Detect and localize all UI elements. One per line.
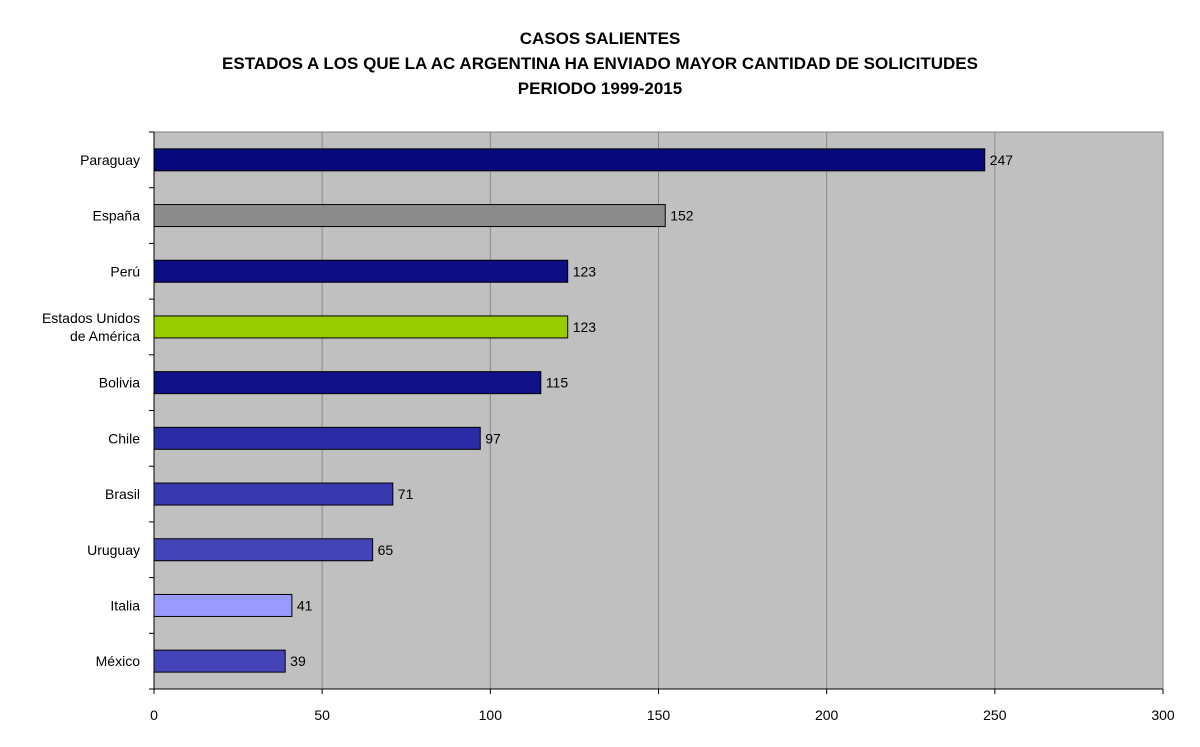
x-tick-label: 200 (815, 707, 839, 723)
data-label: 65 (378, 542, 394, 558)
category-label: Chile (108, 430, 140, 446)
bars (153, 148, 986, 673)
category-label-line: Estados Unidos (42, 310, 140, 326)
data-label: 152 (670, 208, 694, 224)
bar (153, 482, 394, 506)
category-label-line: Paraguay (80, 152, 140, 168)
bar (153, 315, 569, 339)
bar (153, 204, 666, 228)
x-tick-label: 50 (314, 707, 330, 723)
category-label: México (96, 653, 141, 669)
category-label-line: Bolivia (99, 375, 140, 391)
chart-subtitle: ESTADOS A LOS QUE LA AC ARGENTINA HA ENV… (222, 54, 978, 73)
bar (153, 649, 286, 673)
bar (153, 593, 293, 617)
data-label: 123 (573, 319, 597, 335)
category-label: Italia (110, 597, 140, 613)
bar (153, 148, 986, 172)
gridlines (321, 132, 996, 689)
data-label: 41 (297, 597, 313, 613)
category-label: Brasil (105, 486, 140, 502)
category-label-line: Perú (110, 263, 140, 279)
labels: 247 Paraguay 152 España 123 Perú 123 Estados Un… (42, 152, 1013, 669)
bar (153, 426, 481, 450)
x-tick-label: 0 (150, 707, 158, 723)
category-label-line: de América (70, 328, 140, 344)
x-tick-label: 100 (479, 707, 503, 723)
category-label-line: Chile (108, 430, 140, 446)
data-label: 247 (990, 152, 1014, 168)
x-tick-label: 250 (983, 707, 1007, 723)
category-label-line: España (93, 208, 141, 224)
category-label-line: Brasil (105, 486, 140, 502)
data-label: 123 (573, 263, 597, 279)
category-label: Paraguay (80, 152, 140, 168)
bar (153, 538, 374, 562)
chart-title: CASOS SALIENTES (519, 29, 681, 48)
bar (153, 371, 542, 395)
bar (153, 259, 569, 283)
data-label: 39 (290, 653, 306, 669)
category-label-line: Italia (110, 597, 140, 613)
category-label: España (93, 208, 141, 224)
category-label-line: México (96, 653, 141, 669)
axes: 0 50 100 150 200 250 300 (149, 131, 1175, 723)
category-label: Perú (110, 263, 140, 279)
category-label: Uruguay (87, 542, 140, 558)
category-label-line: Uruguay (87, 542, 140, 558)
x-tick-label: 300 (1151, 707, 1175, 723)
x-tick-label: 150 (647, 707, 671, 723)
chart-period: PERIODO 1999-2015 (517, 79, 683, 98)
data-label: 97 (485, 430, 501, 446)
data-label: 71 (398, 486, 414, 502)
data-label: 115 (546, 375, 569, 391)
category-label: Estados Unidos de América (42, 310, 140, 344)
category-label: Bolivia (99, 375, 140, 391)
chart-title-block: CASOS SALIENTES ESTADOS A LOS QUE LA AC … (0, 26, 1200, 101)
